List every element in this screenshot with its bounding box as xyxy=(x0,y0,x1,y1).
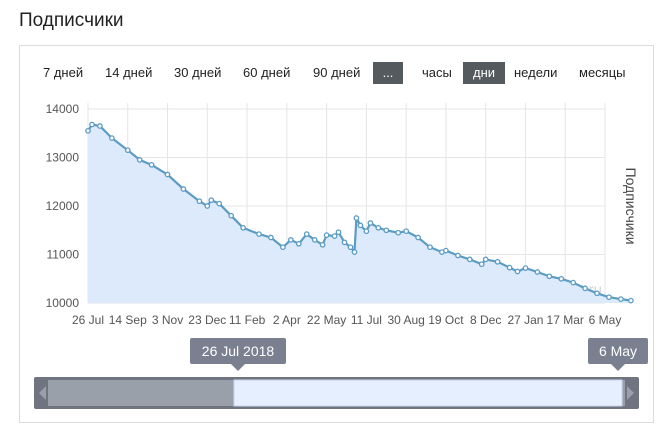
data-point xyxy=(323,232,330,238)
data-point xyxy=(148,161,155,168)
data-point xyxy=(268,234,274,241)
y-axis-title: Подписчики xyxy=(623,167,639,244)
data-point xyxy=(514,268,521,275)
navigator-start-label: 26 Jul 2018 xyxy=(190,338,286,371)
x-tick-label: 6 May xyxy=(589,313,622,327)
series-area xyxy=(88,124,631,303)
data-point xyxy=(375,224,382,231)
data-point xyxy=(228,212,235,219)
x-tick-label: 23 Dec xyxy=(188,313,226,327)
data-point xyxy=(204,203,211,209)
data-point xyxy=(353,215,360,221)
data-point xyxy=(347,244,354,251)
x-tick-label: 30 Aug xyxy=(387,313,424,327)
range-14-days-button[interactable]: 14 дней xyxy=(105,65,153,80)
data-point xyxy=(97,123,103,129)
range-30-days-button[interactable]: 30 дней xyxy=(174,65,222,80)
range-60-days-button[interactable]: 60 дней xyxy=(243,65,291,80)
data-point xyxy=(628,297,634,304)
data-point xyxy=(208,197,215,204)
data-point xyxy=(522,265,529,271)
data-point xyxy=(363,228,370,235)
y-tick-label: 13000 xyxy=(46,151,80,165)
data-point xyxy=(506,264,513,271)
x-tick-label: 22 May xyxy=(307,313,346,327)
data-point xyxy=(395,229,402,236)
x-tick-label: 27 Jan xyxy=(507,313,543,327)
data-point xyxy=(335,229,342,236)
data-point xyxy=(240,224,246,231)
data-point xyxy=(455,252,461,259)
data-point xyxy=(256,231,262,237)
x-tick-label: 2 Apr xyxy=(273,313,301,327)
data-point xyxy=(367,220,374,226)
range-7-days-button[interactable]: 7 дней xyxy=(43,65,84,80)
data-point xyxy=(311,237,318,243)
y-tick-label: 12000 xyxy=(46,199,80,213)
data-point xyxy=(570,279,577,286)
data-point xyxy=(196,198,203,205)
navigator-right-arrow-icon[interactable] xyxy=(627,386,634,400)
x-tick-label: 3 Nov xyxy=(152,313,183,327)
data-point xyxy=(319,241,326,248)
x-tick-label: 14 Sep xyxy=(109,313,147,327)
data-point xyxy=(85,127,91,134)
x-tick-label: 19 Oct xyxy=(428,313,464,327)
data-point xyxy=(287,237,294,243)
data-point xyxy=(618,296,624,302)
x-tick-label: 11 Feb xyxy=(229,313,266,327)
data-point xyxy=(216,200,223,207)
x-tick-label: 17 Mar xyxy=(547,313,584,327)
data-point xyxy=(534,269,541,275)
y-tick-label: 14000 xyxy=(46,102,80,116)
x-tick-label: 26 Jul xyxy=(72,313,104,327)
data-point xyxy=(443,247,449,254)
data-point xyxy=(403,228,410,235)
data-point xyxy=(136,157,143,163)
data-point xyxy=(606,294,612,301)
data-point xyxy=(466,256,473,263)
granularity-months-button[interactable]: месяцы xyxy=(579,65,626,80)
data-point xyxy=(89,121,95,128)
data-point xyxy=(594,290,600,297)
y-tick-label: 10000 xyxy=(46,296,80,310)
data-point xyxy=(427,244,433,251)
granularity-weeks-button[interactable]: недели xyxy=(514,65,558,80)
range-custom-button[interactable]: ... xyxy=(373,62,403,84)
data-point xyxy=(383,227,390,234)
data-point xyxy=(546,273,553,280)
data-point xyxy=(494,258,501,265)
page-title: Подписчики xyxy=(19,10,124,31)
granularity-hours-button[interactable]: часы xyxy=(422,65,452,80)
data-point xyxy=(124,147,131,154)
data-point xyxy=(558,275,565,282)
data-point xyxy=(582,285,588,292)
data-point xyxy=(351,249,358,255)
series-line xyxy=(87,123,632,302)
data-point xyxy=(164,171,171,178)
data-point xyxy=(357,222,364,229)
x-tick-label: 11 Jul xyxy=(351,313,382,327)
navigator-left-arrow-icon[interactable] xyxy=(39,386,46,400)
data-point xyxy=(478,261,485,268)
granularity-days-button[interactable]: дни xyxy=(463,62,505,84)
data-point xyxy=(415,234,421,241)
data-point xyxy=(303,231,310,237)
data-point xyxy=(109,135,115,141)
data-point xyxy=(280,244,286,251)
data-point xyxy=(295,240,302,247)
range-90-days-button[interactable]: 90 дней xyxy=(313,65,361,80)
data-point xyxy=(482,256,489,263)
x-tick-label: 8 Dec xyxy=(470,313,501,327)
data-point xyxy=(180,186,187,192)
navigator-selected-range[interactable] xyxy=(233,379,623,407)
navigator-end-label: 6 May xyxy=(588,338,648,371)
y-tick-label: 11000 xyxy=(47,248,80,262)
data-point xyxy=(341,239,348,246)
data-point xyxy=(331,233,338,239)
